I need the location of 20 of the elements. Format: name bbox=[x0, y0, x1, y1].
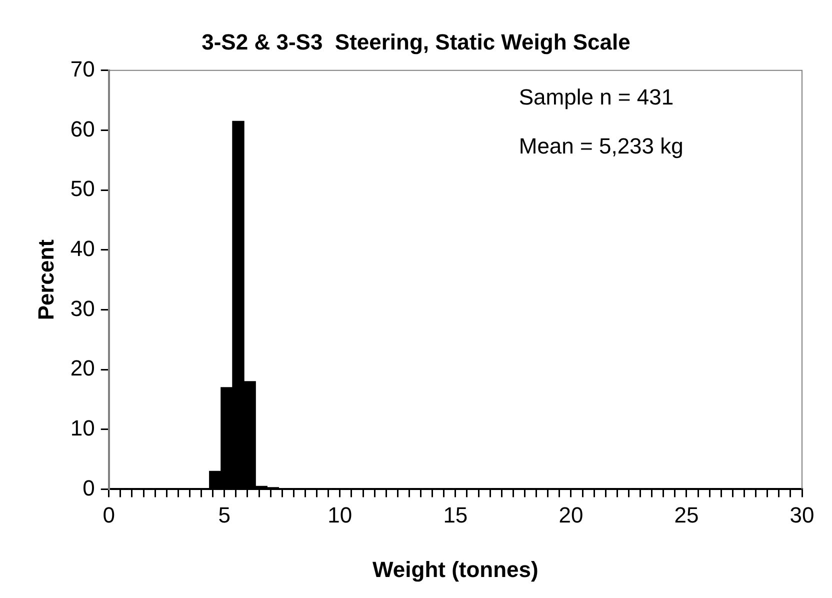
y-tick-label: 30 bbox=[70, 296, 95, 321]
y-tick-label: 0 bbox=[82, 475, 95, 500]
y-axis-title: Percent bbox=[33, 238, 58, 320]
y-tick-label: 70 bbox=[70, 56, 95, 82]
annotation: Mean = 5,233 kg bbox=[518, 133, 684, 158]
y-tick-label: 60 bbox=[70, 116, 95, 142]
y-tick-label: 20 bbox=[70, 356, 95, 381]
x-axis-title: Weight (tonnes) bbox=[372, 556, 538, 582]
x-tick-label: 30 bbox=[790, 502, 814, 528]
x-tick-label: 20 bbox=[558, 502, 584, 528]
x-tick-label: 0 bbox=[102, 502, 115, 528]
x-tick-label: 10 bbox=[328, 502, 352, 528]
y-tick-label: 10 bbox=[70, 415, 95, 440]
x-tick-label: 25 bbox=[674, 502, 699, 528]
y-tick-label: 40 bbox=[70, 236, 95, 261]
chart-title: 3-S2 & 3-S3 Steering, Static Weigh Scale bbox=[202, 29, 630, 54]
annotation: Sample n = 431 bbox=[518, 84, 674, 110]
x-tick-label: 15 bbox=[443, 502, 468, 528]
y-tick-label: 50 bbox=[70, 176, 95, 202]
x-tick-label: 5 bbox=[218, 502, 231, 528]
